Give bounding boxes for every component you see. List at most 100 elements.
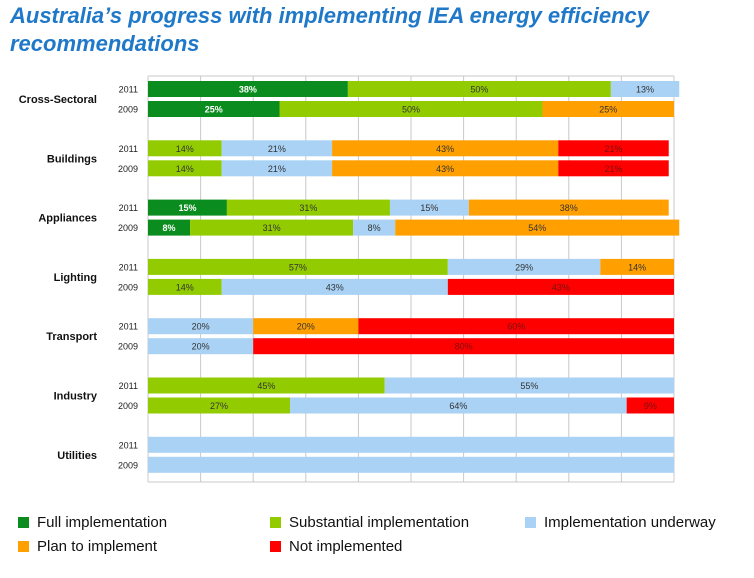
year-tick-label: 2011 — [119, 85, 138, 95]
data-label: 43% — [436, 164, 454, 174]
bar-segment-lighting-2009-implementation-underway — [221, 278, 448, 295]
data-label: 80% — [455, 342, 473, 352]
data-label: 25% — [205, 105, 223, 115]
bar-segment-lighting-2009-not-implemented — [447, 278, 674, 295]
bar-segment-transport-2009-not-implemented — [253, 338, 674, 355]
bar-segment-buildings-2011-substantial-implementation — [148, 140, 222, 157]
bar-segment-cross-sectoral-2009-full-implementation — [148, 101, 280, 117]
data-label: 14% — [176, 164, 194, 174]
category-label-appliances: Appliances — [38, 213, 97, 225]
data-label: 20% — [192, 342, 210, 352]
data-label: 38% — [239, 85, 257, 95]
bar-segment-buildings-2009-implementation-underway — [221, 160, 333, 177]
bar-segment-lighting-2011-implementation-underway — [447, 258, 601, 275]
bar-segment-industry-2009-implementation-underway — [290, 397, 627, 414]
bar-segment-appliances-2009-substantial-implementation — [190, 219, 354, 236]
bar-segment-cross-sectoral-2011-full-implementation — [148, 81, 348, 97]
year-tick-label: 2009 — [118, 342, 138, 352]
year-tick-label: 2011 — [119, 262, 138, 272]
bar-segment-industry-2009-not-implemented — [626, 397, 674, 414]
bar-segment-buildings-2011-implementation-underway — [221, 140, 333, 157]
bar-segment-transport-2011-not-implemented — [358, 318, 674, 335]
data-label: 21% — [605, 144, 623, 154]
year-tick-label: 2009 — [118, 460, 138, 470]
data-label: 29% — [515, 262, 533, 272]
bar-segment-lighting-2009-substantial-implementation — [148, 278, 222, 295]
axis-labels: 2011 2009 2011 2009 2011 2009 2011 2009 2011 2009… — [19, 85, 138, 471]
year-tick-label: 2009 — [118, 105, 138, 115]
data-label: 31% — [299, 203, 317, 213]
bar-segment-appliances-2009-implementation-underway — [353, 219, 396, 236]
data-label: 13% — [636, 85, 654, 95]
bar-segment-buildings-2009-substantial-implementation — [148, 160, 222, 177]
year-tick-label: 2009 — [118, 223, 138, 233]
data-label: 27% — [210, 401, 228, 411]
bar-segment-appliances-2009-plan-to-implement — [395, 219, 680, 236]
bar-segment-utilities-2011-implementation-underway — [148, 436, 674, 453]
data-label: 14% — [176, 282, 194, 292]
year-tick-label: 2009 — [118, 164, 138, 174]
year-tick-label: 2011 — [119, 203, 138, 213]
bar-segment-transport-2009-implementation-underway — [148, 338, 254, 355]
data-label: 15% — [420, 203, 438, 213]
bar-segment-industry-2011-implementation-underway — [384, 377, 674, 394]
data-label: 20% — [297, 322, 315, 332]
year-tick-label: 2009 — [118, 401, 138, 411]
category-label-cross-sectoral: Cross-Sectoral — [19, 94, 97, 106]
data-label: 8% — [163, 223, 176, 233]
bar-segment-lighting-2011-plan-to-implement — [600, 258, 674, 275]
data-label: 20% — [192, 322, 210, 332]
data-label: 45% — [257, 381, 275, 391]
category-label-buildings: Buildings — [47, 153, 97, 165]
category-label-transport: Transport — [46, 331, 97, 343]
data-label: 9% — [644, 401, 657, 411]
data-label: 25% — [599, 105, 617, 115]
bar-segment-buildings-2011-plan-to-implement — [332, 140, 559, 157]
year-tick-label: 2011 — [119, 381, 138, 391]
year-tick-label: 2011 — [119, 144, 138, 154]
year-tick-label: 2011 — [119, 440, 138, 450]
data-label: 14% — [628, 262, 646, 272]
data-label: 64% — [449, 401, 467, 411]
data-label: 43% — [326, 282, 344, 292]
data-label: 50% — [470, 85, 488, 95]
bar-segment-transport-2011-implementation-underway — [148, 318, 254, 335]
bar-segment-buildings-2009-plan-to-implement — [332, 160, 559, 177]
bar-segment-industry-2011-substantial-implementation — [148, 377, 385, 394]
bar-segment-industry-2009-substantial-implementation — [148, 397, 291, 414]
data-label: 50% — [402, 105, 420, 115]
year-tick-label: 2011 — [119, 322, 138, 332]
bar-segment-utilities-2009-implementation-underway — [148, 456, 674, 473]
data-label: 57% — [289, 262, 307, 272]
data-label: 43% — [552, 282, 570, 292]
bar-segment-appliances-2011-full-implementation — [148, 199, 227, 216]
category-label-utilities: Utilities — [57, 450, 97, 462]
bar-segment-cross-sectoral-2009-substantial-implementation — [279, 101, 543, 117]
bar-segment-cross-sectoral-2009-plan-to-implement — [542, 101, 674, 117]
data-label: 60% — [507, 322, 525, 332]
bar-segment-transport-2011-plan-to-implement — [253, 318, 359, 335]
bars: 38% 50% 13% 25% 50% 25% 14% 21% 43% 21% 14% 21% 43% 2… — [148, 81, 680, 473]
data-label: 43% — [436, 144, 454, 154]
bar-segment-cross-sectoral-2011-implementation-underway — [610, 81, 680, 97]
bar-segment-buildings-2011-not-implemented — [558, 140, 669, 157]
year-tick-label: 2009 — [118, 282, 138, 292]
bar-segment-cross-sectoral-2011-substantial-implementation — [347, 81, 611, 97]
category-label-industry: Industry — [54, 391, 98, 403]
bar-segment-appliances-2011-implementation-underway — [389, 199, 469, 216]
category-label-lighting: Lighting — [54, 272, 97, 284]
data-label: 21% — [605, 164, 623, 174]
data-label: 14% — [176, 144, 194, 154]
data-label: 21% — [268, 164, 286, 174]
data-label: 55% — [520, 381, 538, 391]
data-label: 54% — [528, 223, 546, 233]
bar-segment-appliances-2009-full-implementation — [148, 219, 191, 236]
bar-segment-lighting-2011-substantial-implementation — [148, 258, 448, 275]
data-label: 8% — [368, 223, 381, 233]
bar-segment-appliances-2011-substantial-implementation — [226, 199, 390, 216]
data-label: 31% — [263, 223, 281, 233]
data-label: 21% — [268, 144, 286, 154]
data-label: 38% — [560, 203, 578, 213]
chart-title: Australia’s progress with implementing I… — [10, 3, 650, 56]
